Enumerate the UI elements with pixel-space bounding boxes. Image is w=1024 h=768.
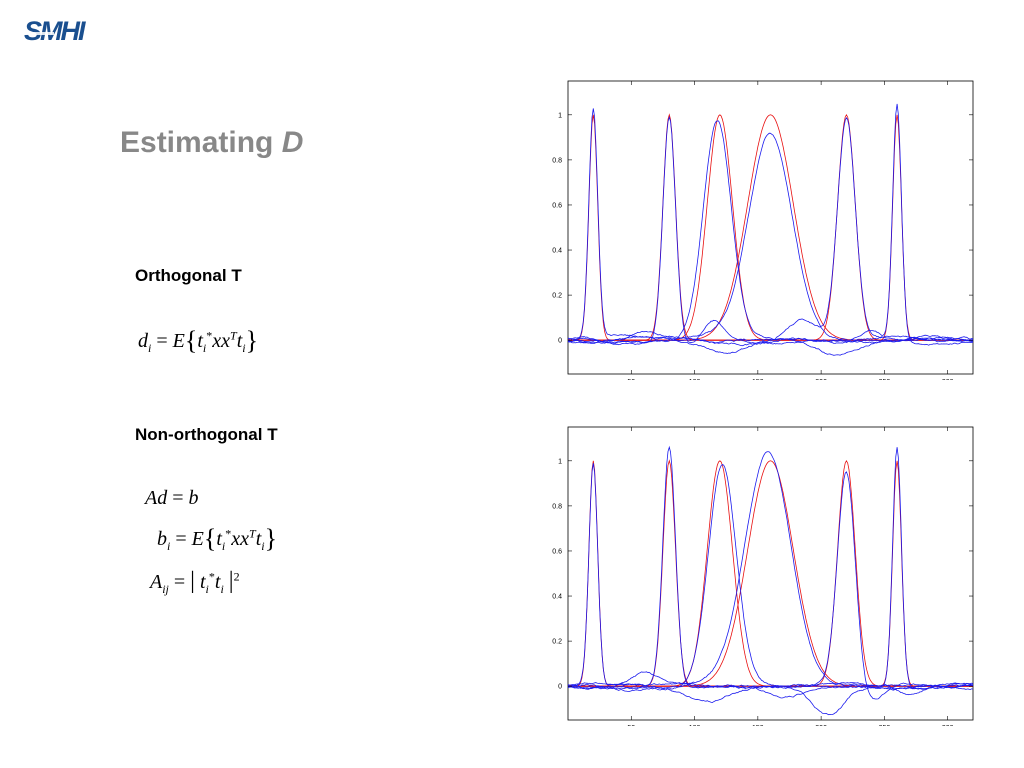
- x-tick-label: 50: [627, 725, 635, 726]
- y-tick-label: 1: [558, 112, 562, 119]
- series-line-blue-6: [567, 463, 974, 704]
- plot-orthogonal: 50 100 150 200 250 300 0 0.2 0.4 0.6 0.8 1: [538, 78, 986, 380]
- y-tick-label: 0.4: [552, 248, 562, 255]
- x-tick-label: 300: [942, 379, 954, 380]
- equation-a-ij: Aij = | ti*ti |2: [150, 568, 240, 596]
- title-variable: D: [281, 126, 304, 159]
- y-tick-label: 0.8: [552, 503, 562, 510]
- plot-non-orthogonal-svg: 50 100 150 200 250 300 0 0.2 0.4 0.6 0.8 1: [552, 426, 974, 726]
- series-line-blue-6: [568, 108, 974, 354]
- series-line-blue-11: [567, 447, 974, 690]
- slide-title: Estimating D: [120, 126, 303, 160]
- series-line-blue-11: [567, 103, 974, 347]
- y-tick-label: 0.6: [552, 548, 562, 555]
- x-tick-label: 150: [752, 379, 764, 380]
- series-line-blue-8: [567, 464, 974, 716]
- y-tick-label: 0.6: [552, 202, 562, 209]
- plot-non-orthogonal: 50 100 150 200 250 300 0 0.2 0.4 0.6 0.8 1: [538, 424, 986, 726]
- plot-frame: [567, 80, 974, 375]
- x-tick-label: 250: [879, 725, 891, 726]
- series-line-blue-10: [567, 116, 973, 344]
- x-tick-label: 200: [815, 725, 827, 726]
- section-label-non-orthogonal: Non-orthogonal T: [135, 425, 278, 444]
- x-tick-label: 300: [942, 725, 954, 726]
- equation-b-i: bi = E{ti*xxTti}: [157, 524, 278, 553]
- x-tick-label: 250: [879, 379, 891, 380]
- y-tick-label: 0.8: [552, 157, 562, 164]
- equation-ad-b: Ad = b: [145, 487, 199, 509]
- equation-d-i: di = E{ti*xxTti}: [138, 326, 259, 355]
- smhi-logo-text: SMHI: [24, 16, 86, 44]
- y-tick-label: 0.2: [552, 293, 562, 300]
- y-tick-label: 0.2: [552, 639, 562, 646]
- title-text: Estimating: [120, 126, 274, 159]
- series-line-blue-9: [567, 132, 973, 343]
- plot-orthogonal-svg: 50 100 150 200 250 300 0 0.2 0.4 0.6 0.8 1: [552, 80, 974, 380]
- x-tick-label: 50: [627, 379, 635, 380]
- series-line-blue-9: [567, 451, 974, 696]
- y-tick-label: 0: [558, 684, 562, 691]
- y-tick-label: 1: [558, 458, 562, 465]
- x-tick-label: 200: [815, 379, 827, 380]
- x-tick-label: 100: [689, 725, 701, 726]
- smhi-logo: SMHI: [24, 14, 90, 46]
- x-tick-label: 150: [752, 725, 764, 726]
- series-line-blue-7: [567, 445, 974, 699]
- x-tick-label: 100: [689, 379, 701, 380]
- plot-frame: [567, 426, 974, 721]
- y-tick-label: 0: [558, 338, 562, 345]
- y-tick-label: 0.4: [552, 594, 562, 601]
- section-label-orthogonal: Orthogonal T: [135, 266, 242, 285]
